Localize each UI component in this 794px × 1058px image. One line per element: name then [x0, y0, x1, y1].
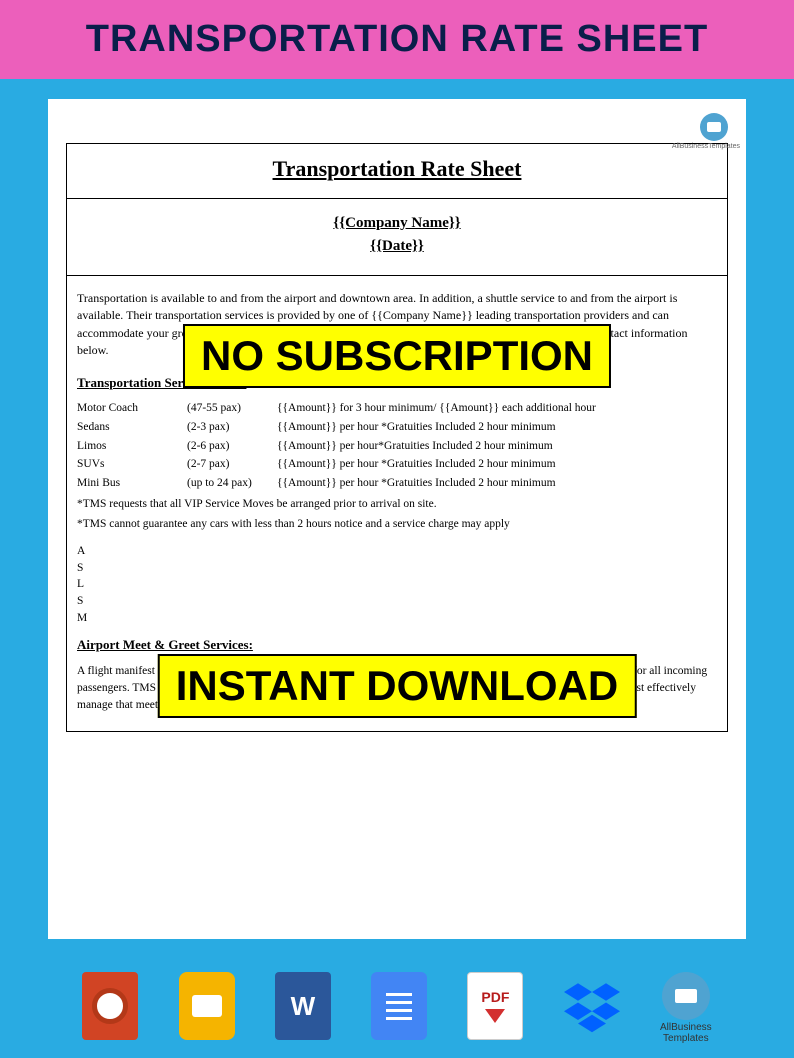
- obscured-line: L: [77, 576, 717, 593]
- overlay-banner-1: NO SUBSCRIPTION: [183, 324, 611, 388]
- brand-logo-caption: AllBusinessTemplates: [672, 143, 740, 150]
- allbusinesstemplates-icon[interactable]: AllBusinessTemplates: [660, 972, 712, 1044]
- file-format-icons: PDF AllBusinessTemplates: [0, 972, 794, 1044]
- vehicle-detail: {{Amount}} per hour *Gratuities Included…: [277, 456, 717, 473]
- obscured-line: M: [77, 610, 717, 627]
- obscured-line: S: [77, 560, 717, 577]
- vehicle-pax: (2-7 pax): [187, 456, 277, 473]
- document-title: Transportation Rate Sheet: [67, 156, 727, 182]
- company-placeholder: {{Company Name}}: [67, 215, 727, 232]
- vehicle-name: SUVs: [77, 456, 187, 473]
- vehicle-name: Limos: [77, 438, 187, 455]
- table-row: Motor Coach (47-55 pax) {{Amount}} for 3…: [77, 400, 717, 417]
- vehicle-pax: (47-55 pax): [187, 400, 277, 417]
- obscured-line: A: [77, 543, 717, 560]
- table-row: Mini Bus (up to 24 pax) {{Amount}} per h…: [77, 475, 717, 492]
- airport-heading: Airport Meet & Greet Services:: [77, 636, 717, 655]
- table-row: Limos (2-6 pax) {{Amount}} per hour*Grat…: [77, 438, 717, 455]
- document-border: Transportation Rate Sheet {{Company Name…: [66, 143, 728, 732]
- page-title: TRANSPORTATION RATE SHEET: [0, 18, 794, 61]
- vehicle-detail: {{Amount}} per hour *Gratuities Included…: [277, 475, 717, 492]
- vehicle-pax: (2-3 pax): [187, 419, 277, 436]
- document-title-cell: Transportation Rate Sheet: [67, 144, 727, 199]
- powerpoint-icon[interactable]: [82, 972, 144, 1044]
- google-slides-icon[interactable]: [179, 972, 241, 1044]
- vehicle-name: Motor Coach: [77, 400, 187, 417]
- date-placeholder: {{Date}}: [67, 238, 727, 255]
- rates-note: *TMS cannot guarantee any cars with less…: [77, 516, 717, 533]
- table-row: SUVs (2-7 pax) {{Amount}} per hour *Grat…: [77, 456, 717, 473]
- document-preview: AllBusinessTemplates Transportation Rate…: [48, 99, 746, 939]
- brand-logo-icon: [700, 113, 728, 141]
- rates-note: *TMS requests that all VIP Service Moves…: [77, 496, 717, 513]
- table-row: Sedans (2-3 pax) {{Amount}} per hour *Gr…: [77, 419, 717, 436]
- vehicle-pax: (up to 24 pax): [187, 475, 277, 492]
- vehicle-detail: {{Amount}} per hour*Gratuities Included …: [277, 438, 717, 455]
- vehicle-detail: {{Amount}} per hour *Gratuities Included…: [277, 419, 717, 436]
- vehicle-name: Sedans: [77, 419, 187, 436]
- vehicle-detail: {{Amount}} for 3 hour minimum/ {{Amount}…: [277, 400, 717, 417]
- vehicle-pax: (2-6 pax): [187, 438, 277, 455]
- obscured-line: S: [77, 593, 717, 610]
- vehicle-name: Mini Bus: [77, 475, 187, 492]
- word-icon[interactable]: [275, 972, 337, 1044]
- abt-caption: AllBusinessTemplates: [660, 1022, 712, 1044]
- pdf-download-icon[interactable]: PDF: [467, 972, 529, 1044]
- header-bar: TRANSPORTATION RATE SHEET: [0, 0, 794, 79]
- dropbox-icon[interactable]: [564, 972, 626, 1044]
- overlay-banner-2: INSTANT DOWNLOAD: [158, 654, 637, 718]
- obscured-section: A S L S M: [77, 543, 717, 626]
- google-docs-icon[interactable]: [371, 972, 433, 1044]
- document-meta-cell: {{Company Name}} {{Date}}: [67, 199, 727, 276]
